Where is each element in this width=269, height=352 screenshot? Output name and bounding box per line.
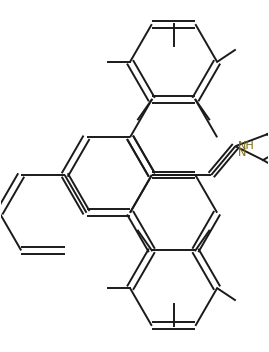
Text: NH: NH — [238, 141, 255, 151]
Text: N: N — [238, 148, 247, 158]
